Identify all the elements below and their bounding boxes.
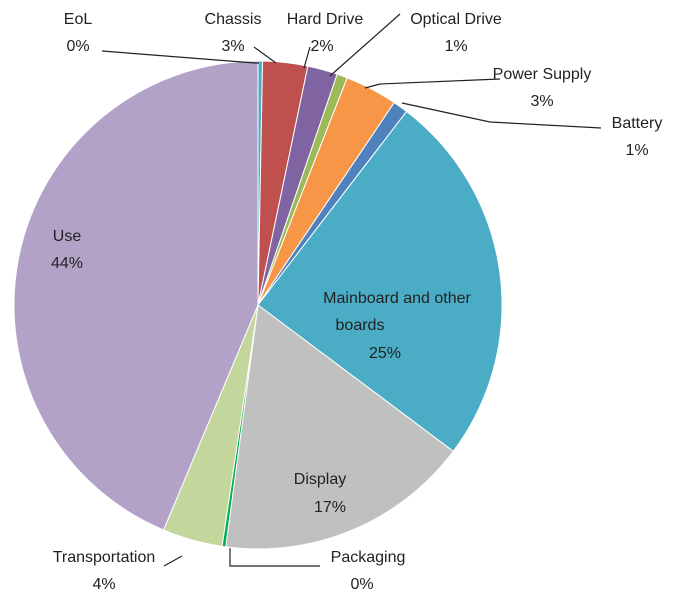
slice-name-label-optical-drive: Optical Drive <box>410 11 502 28</box>
slice-value-label-power-supply: 3% <box>530 93 553 110</box>
leader-line-battery <box>401 102 602 129</box>
slice-value-label-packaging: 0% <box>350 576 373 593</box>
leader-line-transportation <box>163 555 183 567</box>
slice-value-label-use: 44% <box>51 255 83 272</box>
slice-value-label-display: 17% <box>314 499 346 516</box>
slice-name-label-power-supply: Power Supply <box>493 66 592 83</box>
leader-line-hard-drive <box>303 46 311 69</box>
slice-value-label-chassis: 3% <box>221 38 244 55</box>
leader-line-eol <box>101 50 259 64</box>
slice-name-label-mainboard-and-other-boards-1: boards <box>336 317 385 334</box>
slice-name-label-chassis: Chassis <box>205 11 262 28</box>
slice-name-label-eol: EoL <box>64 11 93 28</box>
pie-slices <box>13 60 503 550</box>
slice-value-label-hard-drive: 2% <box>310 38 333 55</box>
slice-labels: EoL 0% Chassis 3% Hard Drive 2% Optical Drive 1… <box>51 11 662 593</box>
slice-name-label-display: Display <box>294 471 346 488</box>
slice-name-label-battery: Battery <box>612 115 663 132</box>
slice-mainboard-and-other-boards <box>257 110 503 453</box>
slice-name-label-hard-drive: Hard Drive <box>287 11 364 28</box>
leader-line-chassis <box>253 46 277 64</box>
leader-line-packaging <box>229 548 320 567</box>
leader-line-optical-drive <box>329 13 401 77</box>
slice-use <box>13 60 259 531</box>
leader-line-power-supply <box>364 78 501 89</box>
slice-value-label-mainboard-and-other-boards: 25% <box>369 345 401 362</box>
leader-lines <box>101 13 602 567</box>
slice-value-label-battery: 1% <box>625 142 648 159</box>
slice-value-label-optical-drive: 1% <box>444 38 467 55</box>
slice-value-label-eol: 0% <box>66 38 89 55</box>
slice-value-label-transportation: 4% <box>92 576 115 593</box>
slice-name-label-mainboard-and-other-boards-0: Mainboard and other <box>323 290 471 307</box>
slice-name-label-use: Use <box>53 228 82 245</box>
slice-name-label-packaging: Packaging <box>331 549 406 566</box>
slice-name-label-transportation: Transportation <box>53 549 156 566</box>
slice-display <box>225 304 454 550</box>
